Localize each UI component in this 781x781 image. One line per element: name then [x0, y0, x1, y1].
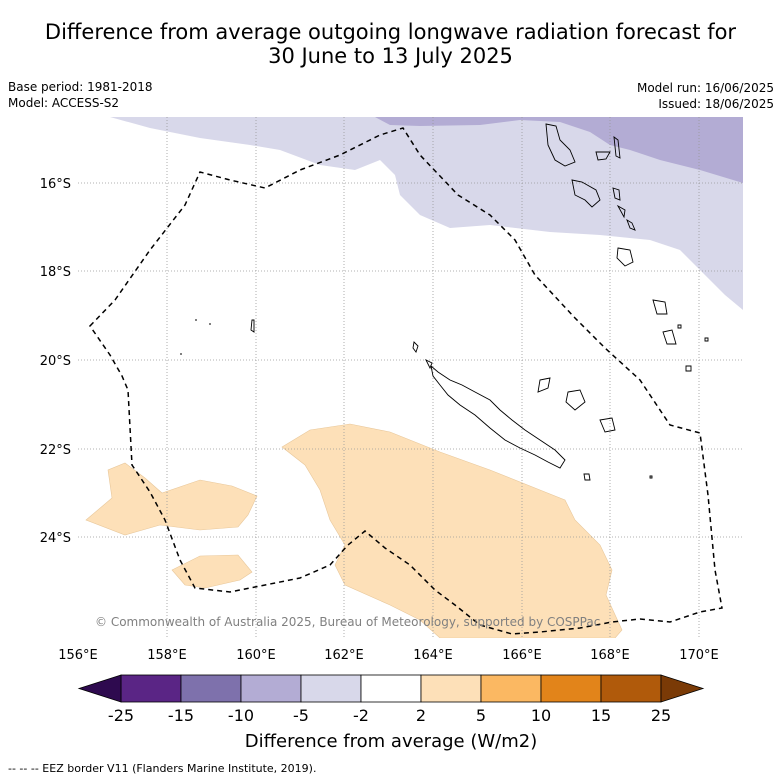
lat-label: 22°S: [40, 443, 71, 458]
colorbar-segment: [120, 674, 182, 703]
issued-date: Issued: 18/06/2025: [658, 97, 774, 111]
lon-label: 158°E: [147, 648, 187, 663]
longitude-labels: 156°E 158°E 160°E 162°E 164°E 166°E 168°…: [58, 648, 719, 663]
lon-label: 156°E: [58, 648, 98, 663]
colorbar-segment: [420, 674, 482, 703]
colorbar-tick-label: 2: [416, 706, 426, 725]
colorbar-tick-label: 10: [531, 706, 551, 725]
colorbar-segment: [300, 674, 362, 703]
colorbar-tick-label: 25: [651, 706, 671, 725]
lon-label: 164°E: [413, 648, 453, 663]
loyalty-islands-coast: [537, 377, 616, 433]
colorbar-segment: [360, 674, 422, 703]
coastlines: [180, 123, 709, 481]
anomaly-region-mid-purple: [375, 117, 743, 183]
new-caledonia-coast: [430, 364, 566, 469]
model-run: Model run: 16/06/2025: [636, 81, 774, 95]
base-period: Base period: 1981-2018: [8, 80, 153, 94]
anomaly-region-light-orange-central: [281, 423, 623, 638]
map-area: © Commonwealth of Australia 2025, Bureau…: [78, 117, 743, 638]
colorbar-tick-label: 15: [591, 706, 611, 725]
anomaly-region-light-orange-south: [171, 554, 253, 589]
title-line-2: 30 June to 13 July 2025: [268, 44, 513, 68]
lon-label: 160°E: [236, 648, 276, 663]
colorbar-segment: [540, 674, 602, 703]
eez-source-note: -- -- -- EEZ border V11 (Flanders Marine…: [8, 762, 317, 775]
title-line-1: Difference from average outgoing longwav…: [44, 20, 737, 44]
lon-label: 168°E: [590, 648, 630, 663]
colorbar-tick-labels: -25 -15 -10 -5 -2 2 5 10 15 25: [108, 706, 671, 725]
vanuatu-central-coast: [571, 179, 636, 231]
colorbar-tick-label: -2: [353, 706, 369, 725]
colorbar-tick-label: -15: [168, 706, 194, 725]
vanuatu-north-coast: [545, 123, 621, 167]
colorbar-low-extend: [77, 674, 122, 703]
lat-label: 18°S: [40, 265, 71, 280]
latitude-labels: 16°S 18°S 20°S 22°S 24°S: [40, 177, 71, 546]
colorbar-tick-label: -25: [108, 706, 134, 725]
colorbar-segment: [180, 674, 242, 703]
colorbar-segment: [480, 674, 542, 703]
belep-islands-coast: [412, 341, 433, 370]
colorbar-high-extend: [660, 674, 705, 703]
lat-label: 16°S: [40, 177, 71, 192]
colorbar-title: Difference from average (W/m2): [245, 731, 537, 752]
eez-border: [89, 127, 723, 635]
lat-label: 24°S: [40, 531, 71, 546]
anomaly-region-light-purple: [110, 117, 743, 310]
colorbar-tick-label: -5: [293, 706, 309, 725]
lon-label: 162°E: [324, 648, 364, 663]
small-island-coast: [583, 473, 653, 481]
vanuatu-south-coast: [616, 247, 709, 372]
colorbar-segment: [600, 674, 662, 703]
colorbar-tick-label: -10: [228, 706, 254, 725]
colorbar: [77, 674, 705, 703]
model-name: Model: ACCESS-S2: [8, 96, 120, 110]
lon-label: 166°E: [502, 648, 542, 663]
copyright-notice: © Commonwealth of Australia 2025, Bureau…: [95, 615, 600, 629]
chesterfield-islands-coast: [180, 319, 255, 355]
colorbar-segment: [240, 674, 302, 703]
colorbar-tick-label: 5: [476, 706, 486, 725]
lat-label: 20°S: [40, 354, 71, 369]
anomaly-region-light-orange-west: [85, 462, 258, 536]
lon-label: 170°E: [679, 648, 719, 663]
